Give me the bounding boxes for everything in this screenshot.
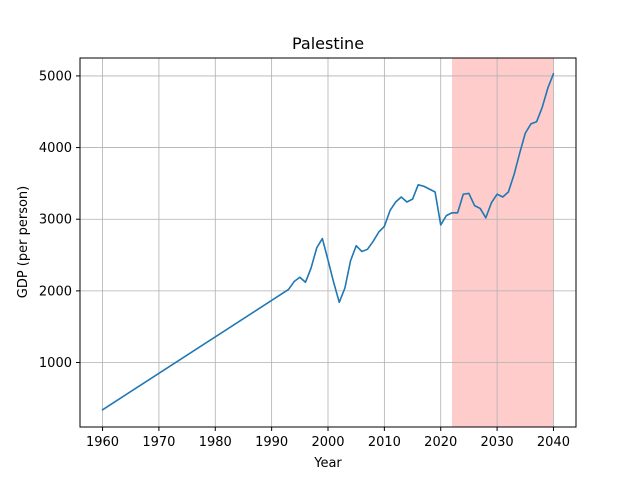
x-tick-label: 1960 <box>86 435 119 450</box>
chart-title: Palestine <box>292 34 364 53</box>
y-tick-label: 1000 <box>39 356 72 371</box>
x-tick-label: 1990 <box>255 435 288 450</box>
y-axis-label: GDP (per person) <box>16 186 31 299</box>
x-tick-label: 2020 <box>424 435 457 450</box>
x-tick-label: 2040 <box>537 435 570 450</box>
x-tick-label: 2000 <box>311 435 344 450</box>
forecast-highlight-region <box>452 58 554 427</box>
y-tick-label: 4000 <box>39 141 72 156</box>
x-tick-label: 1980 <box>199 435 232 450</box>
highlight-layer <box>452 58 554 427</box>
x-tick-label: 2010 <box>368 435 401 450</box>
x-axis-label: Year <box>313 456 342 471</box>
gdp-series-line <box>101 72 555 411</box>
tick-layer: 1960 1970 1980 1990 2000 2010 2020 2030 2040 1000… <box>39 69 570 450</box>
x-tick-label: 2030 <box>481 435 514 450</box>
grid-layer <box>80 58 576 427</box>
y-tick-label: 2000 <box>39 284 72 299</box>
y-tick-label: 5000 <box>39 69 72 84</box>
y-tick-label: 3000 <box>39 213 72 228</box>
line-layer <box>101 72 555 411</box>
x-tick-label: 1970 <box>142 435 175 450</box>
